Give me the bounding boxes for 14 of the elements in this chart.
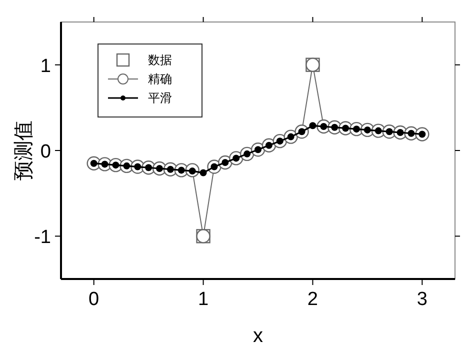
point <box>200 169 207 176</box>
legend-label: 数据 <box>148 53 172 67</box>
legend-label: 精确 <box>148 72 172 86</box>
legend-label: 平滑 <box>148 91 172 105</box>
x-tick-label: 3 <box>416 289 428 310</box>
y-axis-title: 预测值 <box>11 120 35 180</box>
x-tick-label: 1 <box>198 289 209 310</box>
x-tick-label: 2 <box>307 289 318 310</box>
point <box>309 122 316 130</box>
x-tick-label: 0 <box>88 289 100 310</box>
y-tick-label: -1 <box>34 227 51 248</box>
x-axis-title: x <box>253 325 263 346</box>
y-tick-label: 0 <box>40 142 51 162</box>
y-tick-label: 1 <box>40 56 51 77</box>
